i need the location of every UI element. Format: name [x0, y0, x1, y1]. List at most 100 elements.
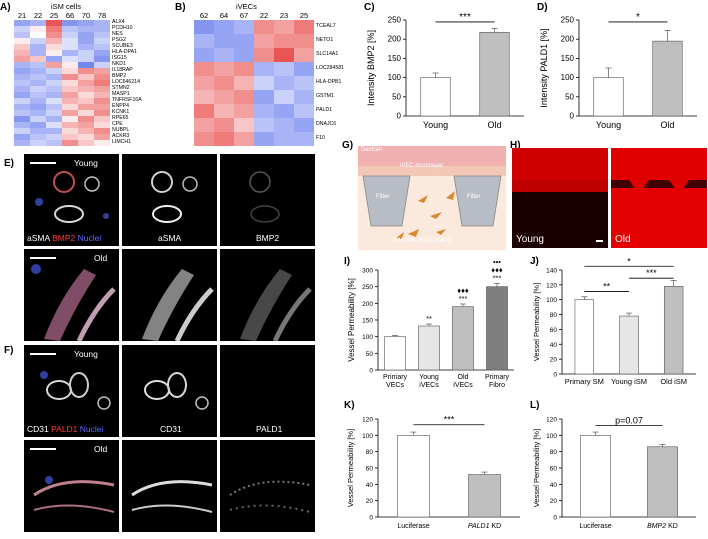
heatmap-cell	[30, 128, 46, 135]
micrograph-f-young-cd31: CD31	[122, 345, 217, 437]
heatmap-cell	[62, 56, 78, 63]
heatmap-cell	[14, 98, 30, 105]
x-tick-label: VECs	[386, 382, 404, 389]
heatmap-cell	[254, 34, 274, 49]
heatmap-cell	[78, 122, 94, 129]
heatmap-gene-label: NKD1	[112, 61, 126, 68]
significance-mark: •••	[493, 258, 501, 266]
heatmap-cell	[94, 134, 110, 141]
heatmap-cell	[46, 32, 62, 39]
monolayer-label: iVEC monolayer	[400, 163, 444, 169]
heatmap-cell	[14, 128, 30, 135]
heatmap-cell	[294, 118, 314, 133]
heatmap-column-label: 23	[279, 11, 289, 20]
heatmap-cell	[14, 44, 30, 51]
heatmap-cell	[30, 68, 46, 75]
x-tick-label: Fibro	[489, 382, 505, 389]
x-tick-label: Primary	[485, 374, 510, 381]
heatmap-gene-label: PALD1	[316, 107, 333, 114]
heatmap-cell	[14, 80, 30, 87]
heatmap-cell	[94, 110, 110, 117]
heatmap-cell	[94, 56, 110, 63]
y-tick-label: 20	[366, 498, 374, 505]
heatmap-gene-label: SLC14A1	[316, 51, 339, 58]
heatmap-cell	[78, 92, 94, 99]
heatmap-cell	[234, 118, 254, 133]
significance-label: ***	[444, 415, 455, 425]
heatmap-cell	[214, 104, 234, 119]
heatmap-cell	[46, 104, 62, 111]
heatmap-cell	[234, 48, 254, 63]
heatmap-gene-label: RPE65	[112, 115, 129, 122]
heatmap-cell	[194, 76, 214, 91]
heatmap-cell	[30, 32, 46, 39]
x-tick-label: Young	[419, 374, 439, 381]
heatmap-cell	[94, 26, 110, 33]
bar	[420, 77, 451, 117]
heatmap-cell	[62, 92, 78, 99]
x-tick-label: BMP2 KD	[647, 523, 678, 530]
heatmap-gene-label: ACKR3	[112, 133, 130, 140]
heatmap-cell	[62, 50, 78, 57]
heatmap-cell	[294, 20, 314, 35]
heatmap-gene-label: STMN2	[112, 85, 130, 92]
heatmap-cell	[30, 86, 46, 93]
heatmap-cell	[78, 56, 94, 63]
y-tick-label: 250	[561, 16, 575, 25]
chart-d: 0 50 100 150 200 250 Intensity PALD1 [%] Young O…	[539, 12, 697, 130]
heatmap-cell	[62, 128, 78, 135]
heatmap-cell	[30, 110, 46, 117]
panel-label-d: D)	[537, 2, 548, 13]
y-tick-label: 120	[362, 417, 373, 424]
heatmap-cell	[214, 62, 234, 77]
heatmap-cell	[62, 86, 78, 93]
heatmap-cell	[62, 32, 78, 39]
heatmap-cell	[194, 48, 214, 63]
heatmap-cell	[214, 76, 234, 91]
heatmap-b-grid	[194, 20, 314, 146]
heatmap-cell	[94, 44, 110, 51]
heatmap-cell	[254, 90, 274, 105]
heatmap-cell	[78, 74, 94, 81]
y-tick-label: 60	[366, 466, 374, 473]
heatmap-cell	[274, 104, 294, 119]
heatmap-cell	[30, 92, 46, 99]
heatmap-cell	[254, 132, 274, 146]
y-tick-label: 150	[388, 54, 402, 63]
heatmap-gene-label: TNFRSF10A	[112, 97, 142, 104]
heatmap-cell	[62, 68, 78, 75]
x-tick-label: Luciferase	[579, 523, 611, 530]
heatmap-cell	[78, 68, 94, 75]
y-tick-label: 0	[369, 515, 373, 522]
bar	[652, 40, 683, 117]
bar	[580, 435, 611, 518]
significance-label: *	[627, 258, 631, 266]
y-tick-label: 0	[553, 372, 557, 379]
x-tick-label: Young	[423, 120, 448, 130]
merge-channel-labels: aSMA BMP2 Nuclei	[27, 233, 102, 243]
heatmap-cell	[78, 62, 94, 69]
heatmap-cell	[254, 62, 274, 77]
heatmap-cell	[46, 134, 62, 141]
image-h-old: Old	[611, 148, 707, 248]
heatmap-cell	[46, 44, 62, 51]
heatmap-cell	[274, 62, 294, 77]
heatmap-gene-label: F10	[316, 135, 325, 142]
heatmap-cell	[30, 56, 46, 63]
x-tick-label: iVECs	[419, 382, 439, 389]
heatmap-cell	[274, 76, 294, 91]
heatmap-cell	[62, 116, 78, 123]
y-tick-label: 50	[392, 92, 401, 101]
heatmap-gene-label: MASP1	[112, 91, 130, 98]
heatmap-cell	[46, 98, 62, 105]
heatmap-cell	[46, 80, 62, 87]
heatmap-cell	[46, 122, 62, 129]
heatmap-cell	[94, 38, 110, 45]
micrograph-e-young-bmp2: BMP2	[220, 154, 315, 246]
y-tick-label: 60	[550, 466, 558, 473]
panel-label-e: E)	[4, 158, 14, 169]
micrograph-row-label: Young	[74, 349, 98, 359]
heatmap-cell	[78, 104, 94, 111]
micrograph-e-old-asma	[122, 249, 217, 341]
chart-l: 0 20 40 60 80 100 120 Vessel Permeability [%] Lu…	[532, 416, 696, 530]
